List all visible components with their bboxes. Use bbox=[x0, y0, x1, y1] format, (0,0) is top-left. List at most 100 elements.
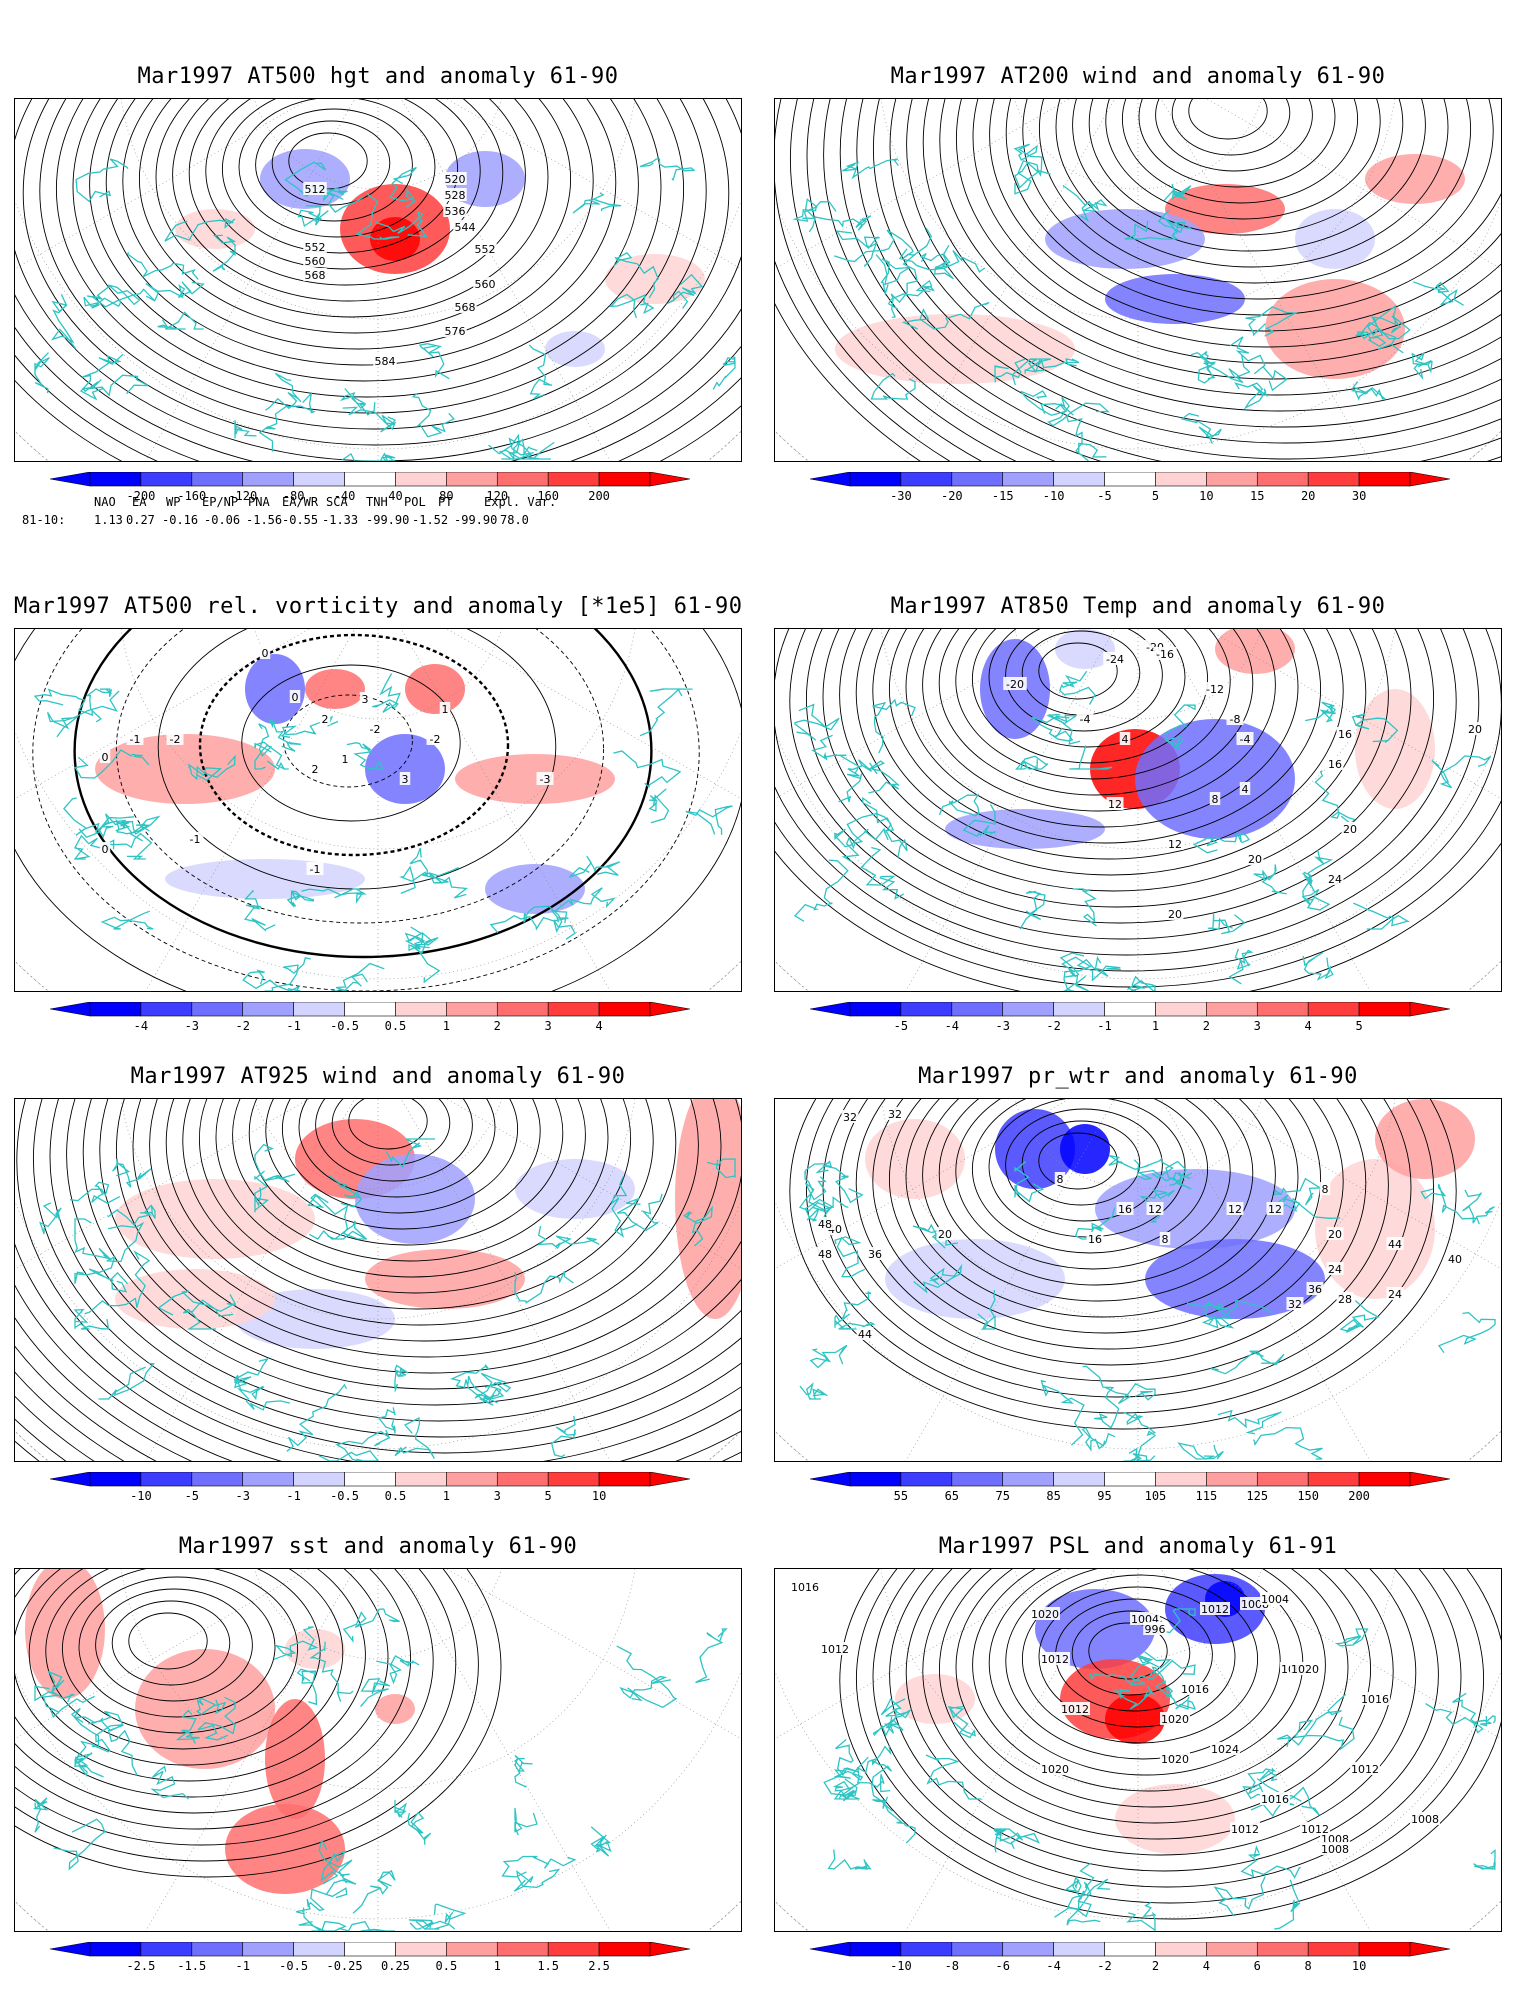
colorbar-tick-label: 3 bbox=[493, 1489, 501, 1503]
contour-label: -1 bbox=[306, 862, 324, 876]
contour-label-text: 28 bbox=[1338, 1293, 1352, 1306]
contour-label-text: 8 bbox=[1212, 793, 1219, 806]
coastline bbox=[253, 1138, 435, 1240]
colorbar-tick-label: 2 bbox=[1151, 1959, 1160, 1973]
colorbar-segment bbox=[1307, 472, 1360, 487]
colorbar-segment bbox=[900, 472, 953, 487]
colorbar-segment bbox=[1256, 472, 1309, 487]
contour-line bbox=[889, 1099, 1321, 1334]
contour-label: 32 bbox=[886, 1107, 904, 1121]
coastline bbox=[1213, 1767, 1320, 1930]
anomaly-region bbox=[1295, 209, 1375, 269]
contour-line bbox=[89, 99, 639, 382]
contour-line bbox=[1121, 99, 1359, 204]
latitude-circle bbox=[254, 1569, 502, 1660]
colorbar-tick-label: -0.5 bbox=[330, 1489, 359, 1503]
colorbar-segment bbox=[951, 1002, 1004, 1017]
map-area: 1016102010121008100410009961016101210201… bbox=[774, 1568, 1502, 1932]
contour-label: 1016 bbox=[1360, 1692, 1390, 1706]
contour-line bbox=[1088, 99, 1404, 236]
contour-label-text: 8 bbox=[1322, 1183, 1329, 1196]
contour-line bbox=[61, 1569, 299, 1734]
contour-line bbox=[988, 629, 1186, 748]
contour-label-text: 1016 bbox=[1181, 1683, 1209, 1696]
contour-label: 536 bbox=[443, 204, 467, 218]
contour-line bbox=[39, 99, 707, 430]
contour-label-text: -20 bbox=[1006, 678, 1024, 691]
contour-label: 1012 bbox=[1040, 1652, 1070, 1666]
colorbar-segment bbox=[1155, 1002, 1207, 1017]
contour-line bbox=[111, 1600, 231, 1686]
contour-label-text: 24 bbox=[1328, 873, 1342, 886]
colorbar-tick-label: -1 bbox=[235, 1959, 250, 1973]
map-area bbox=[14, 1568, 742, 1932]
colorbar-tick-label: 1 bbox=[442, 1019, 450, 1033]
contour-label-text: 4 bbox=[1122, 733, 1129, 746]
colorbar-segment bbox=[1053, 1002, 1105, 1017]
colorbar-labels: 55 65 75 85 95 105 115 125 150 200 bbox=[774, 1489, 1474, 1505]
contour-label-text: 0 bbox=[262, 647, 269, 660]
contour-label: 28 bbox=[1336, 1292, 1354, 1306]
colorbar bbox=[809, 1002, 1451, 1017]
coastline bbox=[514, 1158, 736, 1304]
colorbar-segment bbox=[547, 472, 600, 487]
contour-label: 1020 bbox=[1030, 1607, 1060, 1621]
contour-label: 32 bbox=[1286, 1297, 1304, 1311]
colorbar-tick-label: 4 bbox=[1304, 1019, 1312, 1033]
contour-line bbox=[1072, 99, 1426, 252]
coastline bbox=[73, 1218, 237, 1330]
meridian-line bbox=[775, 1569, 1070, 1739]
colorbar-segment bbox=[1206, 472, 1258, 487]
colorbar-segment bbox=[496, 1472, 549, 1487]
contour-label-text: 1016 bbox=[1261, 1793, 1289, 1806]
contour-label: 36 bbox=[1306, 1282, 1324, 1296]
index-value: -0.06 bbox=[204, 513, 241, 527]
colorbar-segment bbox=[849, 1002, 902, 1017]
meridian-line bbox=[905, 99, 1116, 461]
contour-label-text: 1012 bbox=[1351, 1763, 1379, 1776]
contour-label-text: 1012 bbox=[1231, 1823, 1259, 1836]
contour-label: 24 bbox=[1386, 1287, 1404, 1301]
contour-label-text: 1 bbox=[442, 703, 449, 716]
contour-line bbox=[823, 99, 1501, 461]
contour-label: -1 bbox=[186, 832, 204, 846]
contour-label: -2 bbox=[166, 732, 184, 746]
contour-line bbox=[1055, 99, 1449, 268]
contour-label-text: 20 bbox=[1168, 908, 1182, 921]
anomaly-region bbox=[1365, 154, 1465, 204]
colorbar-tick-label: -0.5 bbox=[279, 1959, 309, 1973]
contour-line bbox=[922, 629, 1276, 812]
contour-label-text: 528 bbox=[445, 189, 466, 202]
contour-line bbox=[1155, 99, 1313, 172]
contour-label: -8 bbox=[1226, 712, 1244, 726]
anomaly-region bbox=[285, 1629, 345, 1669]
coastline bbox=[798, 1160, 864, 1400]
colorbar-segment bbox=[1206, 1942, 1258, 1957]
contour-label: 2 bbox=[319, 712, 331, 726]
colorbar-tick-label: -20 bbox=[940, 489, 963, 503]
colorbar-segment bbox=[496, 1942, 549, 1957]
contour-label-text: 16 bbox=[1338, 728, 1352, 741]
colorbar-arrow-high bbox=[1409, 472, 1451, 487]
latitude-circle bbox=[254, 99, 502, 190]
colorbar-segment bbox=[1256, 1942, 1309, 1957]
colorbar-tick-label: 40 bbox=[388, 489, 403, 503]
meridian-line bbox=[446, 99, 741, 269]
anomaly-region bbox=[235, 1289, 395, 1349]
anomaly-region bbox=[1135, 719, 1295, 839]
colorbar-tick-label: 1 bbox=[1151, 1019, 1160, 1033]
panel-title: Mar1997 sst and anomaly 61-90 bbox=[178, 1534, 578, 1559]
contour-label: 0 bbox=[99, 750, 111, 764]
contour-label: 12 bbox=[1226, 1202, 1244, 1216]
contour-label-text: 20 bbox=[1328, 1228, 1342, 1241]
anomaly-region bbox=[115, 1269, 275, 1329]
colorbar-arrow-high bbox=[649, 1002, 691, 1017]
colorbar-tick-label: 120 bbox=[486, 489, 509, 503]
colorbar-tick-label: -40 bbox=[333, 489, 356, 503]
colorbar-segment bbox=[242, 472, 294, 487]
coastline bbox=[1301, 701, 1492, 930]
contour-label-text: -16 bbox=[1156, 648, 1174, 661]
index-value: 78.0 bbox=[500, 513, 529, 527]
coastline bbox=[792, 158, 916, 400]
colorbar-tick-label: 200 bbox=[1348, 1489, 1370, 1503]
